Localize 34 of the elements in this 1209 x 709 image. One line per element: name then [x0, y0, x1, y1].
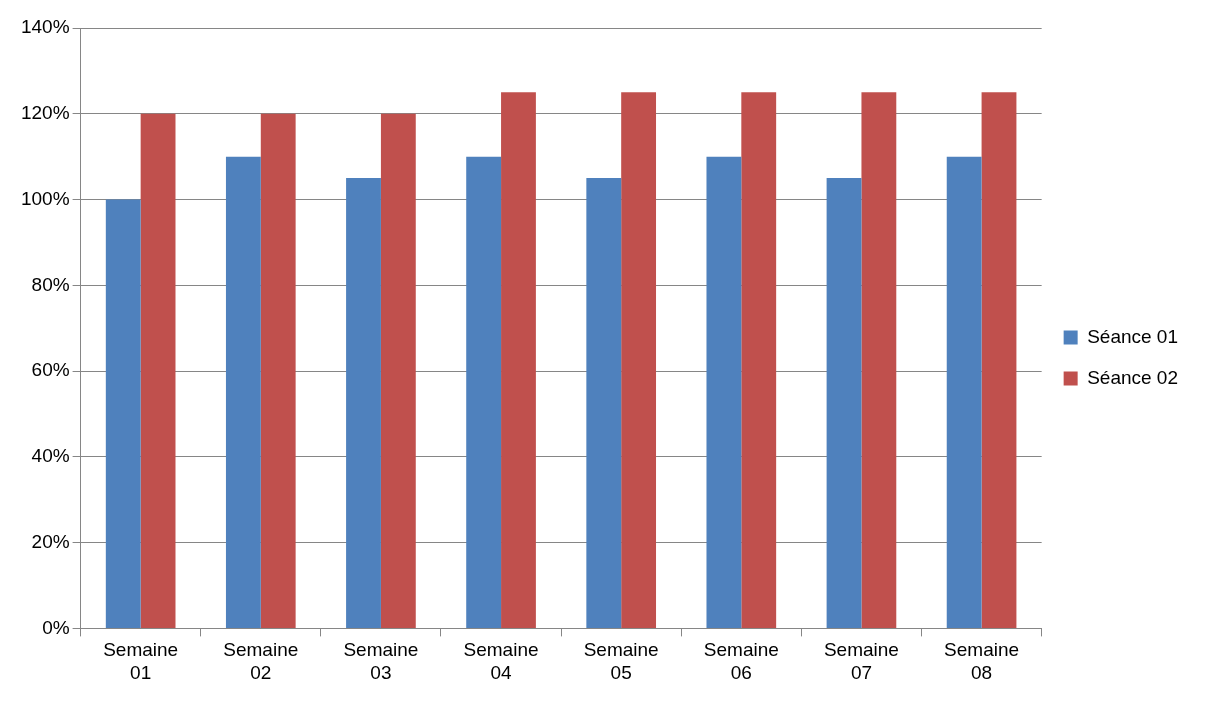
- y-tick-label: 120%: [20, 102, 70, 124]
- x-tick-label: Semaine 03: [343, 639, 419, 683]
- bar: [621, 92, 657, 628]
- legend-label: Séance 01: [1087, 325, 1179, 347]
- bar: [380, 113, 416, 628]
- x-tick-label: Semaine 07: [823, 639, 899, 683]
- y-tick-label: 40%: [31, 445, 70, 467]
- y-tick-label: 140%: [20, 16, 70, 38]
- y-tick-label: 60%: [31, 359, 70, 381]
- bar: [346, 178, 381, 628]
- bar: [706, 156, 742, 628]
- bar: [501, 92, 536, 628]
- y-tick-label: 80%: [31, 273, 70, 295]
- x-tick-label: Semaine 06: [703, 639, 779, 683]
- bar: [741, 92, 777, 628]
- y-tick-label: 0%: [42, 616, 70, 638]
- bar: [140, 113, 176, 628]
- bar: [981, 92, 1017, 628]
- bar: [861, 92, 897, 628]
- bar: [586, 178, 622, 628]
- bar: [466, 156, 502, 628]
- bar: [225, 156, 261, 628]
- bar: [260, 113, 296, 628]
- x-tick-label: Semaine 04: [463, 639, 539, 683]
- bar: [826, 178, 862, 628]
- x-tick-label: Semaine 05: [583, 639, 659, 683]
- x-tick-label: Semaine 02: [223, 639, 299, 683]
- legend-label: Séance 02: [1087, 366, 1179, 388]
- x-tick-label: Semaine 01: [103, 639, 179, 683]
- bar: [105, 199, 141, 628]
- bar: [946, 156, 982, 628]
- y-tick-label: 100%: [20, 187, 70, 209]
- y-tick-label: 20%: [31, 530, 70, 552]
- x-tick-label: Semaine 08: [944, 639, 1020, 683]
